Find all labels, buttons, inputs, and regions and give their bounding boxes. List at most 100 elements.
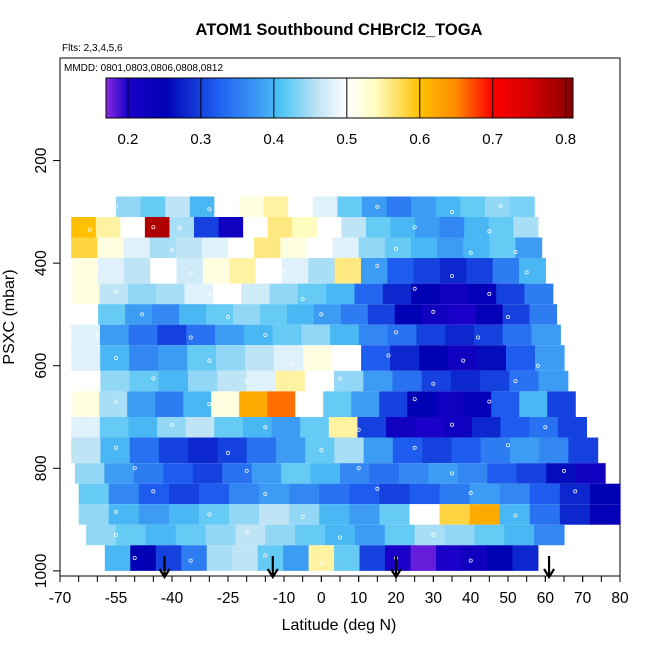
heatmap-cell — [349, 483, 380, 505]
heatmap-cell — [557, 417, 587, 438]
heatmap-cell — [310, 463, 341, 484]
heatmap-cell — [437, 237, 464, 259]
sample-point — [573, 489, 578, 494]
heatmap-cell — [386, 417, 416, 438]
y-tick-label: 1000 — [33, 553, 50, 588]
sample-point — [449, 209, 454, 214]
heatmap-cell — [255, 258, 283, 284]
heatmap-cell — [201, 237, 229, 259]
heatmap-cell — [414, 524, 446, 546]
sample-point — [140, 312, 145, 317]
heatmap-cell — [125, 304, 153, 325]
heatmap-cell — [123, 258, 151, 284]
heatmap-cell — [361, 196, 388, 217]
sample-point — [207, 512, 212, 517]
heatmap-cell — [129, 345, 159, 371]
heatmap-cell — [334, 258, 362, 284]
heatmap-cell — [499, 504, 531, 525]
sample-point — [337, 232, 342, 237]
heatmap-cell — [267, 391, 296, 418]
heatmap-cell — [480, 437, 511, 464]
heatmap-cell — [450, 370, 481, 392]
heatmap-cell — [319, 483, 350, 505]
x-tick-label: 40 — [462, 590, 480, 607]
heatmap-cell — [239, 391, 268, 418]
colorbar: 0.2 0.3 0.4 0.5 0.6 0.7 0.8 — [105, 77, 576, 148]
colorbar-tick-label: 0.4 — [263, 131, 284, 148]
heatmap-cell — [288, 196, 314, 217]
y-tick-label: 200 — [33, 147, 50, 173]
sample-point — [263, 332, 268, 337]
heatmap-cell — [439, 258, 467, 284]
sample-point — [225, 314, 230, 319]
heatmap-cell — [489, 237, 517, 259]
heatmap-cell — [158, 345, 188, 371]
sample-point — [281, 268, 286, 273]
heatmap-cell — [509, 196, 535, 217]
heatmap-cell — [175, 524, 207, 546]
heatmap-cell — [471, 417, 502, 438]
heatmap-cell — [127, 283, 157, 305]
x-tick-label: -40 — [161, 590, 184, 607]
heatmap-cell — [529, 483, 561, 505]
heatmap-cell — [410, 545, 437, 571]
heatmap-cell — [334, 437, 365, 464]
heatmap-cell — [71, 345, 101, 371]
heatmap-cell — [144, 216, 171, 238]
sample-point — [498, 203, 503, 208]
heatmap-cell — [392, 437, 423, 464]
heatmap-cell — [274, 345, 304, 371]
heatmap-cell — [316, 216, 342, 238]
sample-point — [300, 404, 305, 409]
sample-point — [177, 226, 182, 231]
heatmap-cell — [448, 345, 478, 371]
heatmap-cell — [194, 216, 220, 238]
heatmap-cell — [463, 391, 492, 418]
heatmap-cell — [323, 391, 352, 418]
sample-point — [151, 225, 156, 230]
heatmap-cell — [487, 463, 518, 484]
heatmap-cell — [184, 283, 214, 305]
heatmap-cell — [369, 463, 400, 484]
sample-point — [461, 358, 466, 363]
heatmap-cell — [297, 283, 327, 305]
heatmap-cell — [116, 524, 147, 546]
heatmap-cell — [202, 258, 230, 284]
heatmap-cell — [529, 304, 558, 325]
x-tick-label: 80 — [611, 590, 629, 607]
heatmap-cell — [158, 370, 189, 392]
sample-point — [114, 289, 119, 294]
heatmap-cell — [407, 391, 436, 418]
heatmap-cell — [428, 463, 459, 484]
heatmap-cell — [187, 345, 217, 371]
heatmap-cell — [509, 437, 540, 464]
heatmap-cell — [138, 504, 170, 525]
heatmap-cell — [295, 524, 326, 546]
heatmap-cell — [265, 524, 296, 546]
heatmap-cell — [97, 258, 125, 284]
heatmap-cell — [120, 216, 146, 238]
heatmap-cell — [246, 437, 277, 464]
heatmap-cell — [254, 237, 281, 259]
heatmap-cell — [232, 545, 259, 571]
heatmap-cell — [354, 524, 386, 546]
heatmap-cell — [78, 504, 110, 525]
colorbar-tick-label: 0.7 — [482, 131, 503, 148]
sample-point — [412, 445, 417, 450]
heatmap-cell — [419, 345, 449, 371]
arrow-marker — [266, 556, 279, 580]
heatmap-cell — [506, 345, 536, 371]
heatmap-cell — [206, 304, 234, 325]
sample-point — [263, 491, 268, 496]
sample-point — [505, 314, 510, 319]
heatmap-cell — [292, 216, 318, 238]
sample-point — [151, 376, 156, 381]
heatmap-cell — [392, 370, 423, 392]
sample-point — [543, 425, 548, 430]
sample-point — [449, 273, 454, 278]
sample-point — [431, 381, 436, 386]
sample-point — [468, 250, 473, 255]
sample-point — [513, 249, 518, 254]
